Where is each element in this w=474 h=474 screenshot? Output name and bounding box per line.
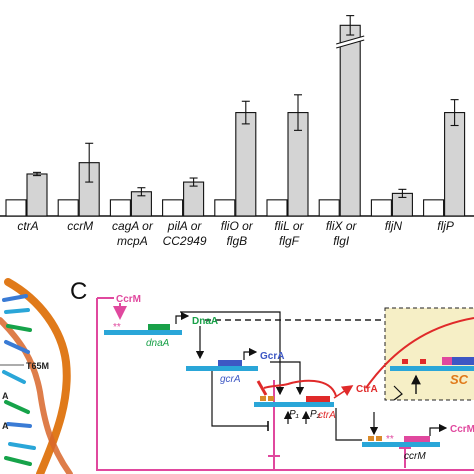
- treated-bar: [339, 24, 361, 217]
- category-label: mcpA: [117, 234, 148, 248]
- stars: **: [113, 322, 121, 333]
- ccrm-gene-block: [404, 436, 430, 442]
- gene-label-gcra: gcrA: [220, 374, 241, 385]
- axis-break-gap: [336, 36, 365, 48]
- treated-bar: [26, 173, 48, 217]
- dna-strand: [254, 402, 334, 407]
- control-bar: [5, 199, 27, 217]
- helix-backbone-back: [0, 317, 73, 474]
- protein-label-gcra: GcrA: [260, 351, 284, 362]
- ctra-long-activation: [365, 317, 474, 389]
- treated-bar: [235, 112, 257, 217]
- category-label: fliO or: [221, 219, 254, 233]
- axis-break-line: [336, 35, 365, 45]
- panel-c-label: C: [70, 278, 87, 305]
- dna-strand: [186, 366, 258, 371]
- ctra-gene-block: [306, 396, 330, 402]
- control-bar: [57, 199, 79, 217]
- axis-break-line: [336, 39, 365, 49]
- gene-label-ccrm: ccrM: [404, 451, 426, 462]
- ctra-gene-module: P₁ P₂ ctrA: [254, 396, 336, 424]
- control-bar: [214, 199, 236, 217]
- control-bar: [109, 199, 131, 217]
- ccrm-feedback-loop: [96, 297, 474, 471]
- dna-strand: [362, 442, 440, 447]
- gcra-gene-block: [218, 360, 242, 366]
- treated-bar: [444, 112, 466, 217]
- category-label: flgB: [226, 234, 247, 248]
- control-bar: [318, 199, 340, 217]
- control-bar: [266, 199, 288, 217]
- category-label: fljP: [437, 219, 454, 233]
- treated-bar: [183, 181, 205, 217]
- protein-label-dnaa: DnaA: [192, 316, 218, 327]
- category-label: pilA or: [167, 219, 203, 233]
- highlight-box: [384, 307, 474, 401]
- dnaa-gene-block: [148, 324, 170, 330]
- category-label: cagA or: [112, 219, 154, 233]
- stars: **: [386, 434, 394, 445]
- error-bars-layer: [33, 15, 459, 198]
- boxed-target-label: SC: [450, 372, 469, 387]
- helix-base-pairs: [2, 294, 36, 466]
- ctra-repression-arc: [263, 379, 337, 397]
- category-label: flgI: [333, 234, 350, 248]
- mutation-label: A: [2, 421, 9, 431]
- promoter-p1: P₁: [289, 409, 299, 420]
- ccrm-gene-module: ** ccrM CcrM: [362, 423, 474, 462]
- dna-strand: [104, 330, 182, 335]
- category-label: ccrM: [67, 219, 93, 233]
- category-label: fliL or: [274, 219, 304, 233]
- gcra-gene-module: gcrA GcrA: [186, 347, 284, 431]
- dnaa-gene-module: ** dnaA DnaA: [104, 311, 218, 349]
- gene-label-dnaa: dnaA: [146, 338, 170, 349]
- protein-label-ccrm: CcrM: [116, 294, 141, 305]
- protein-label-ccrm-2: CcrM: [450, 424, 474, 435]
- control-bar: [370, 199, 392, 217]
- category-label: fliX or: [326, 219, 358, 233]
- dna-helix-structure: T65M A A: [0, 278, 73, 474]
- dna-strand: [390, 366, 474, 371]
- helix-backbone-front: [4, 278, 71, 474]
- category-label: fljN: [385, 219, 403, 233]
- boxed-target-module: SC: [390, 357, 474, 401]
- category-label: ctrA: [17, 219, 38, 233]
- control-bar: [423, 199, 445, 217]
- category-label: flgF: [279, 234, 300, 248]
- promoter-p2: P₂: [310, 409, 321, 420]
- bars-layer: [5, 24, 466, 217]
- category-label: CC2949: [163, 234, 207, 248]
- mutation-label: A: [2, 391, 9, 401]
- regulatory-network-diagram: C CcrM ** dnaA DnaA: [70, 278, 474, 471]
- gene-label-ctra: ctrA: [318, 410, 336, 421]
- mutation-label: T65M: [26, 361, 49, 371]
- control-bar: [162, 199, 184, 217]
- protein-label-ctra: CtrA: [356, 384, 378, 395]
